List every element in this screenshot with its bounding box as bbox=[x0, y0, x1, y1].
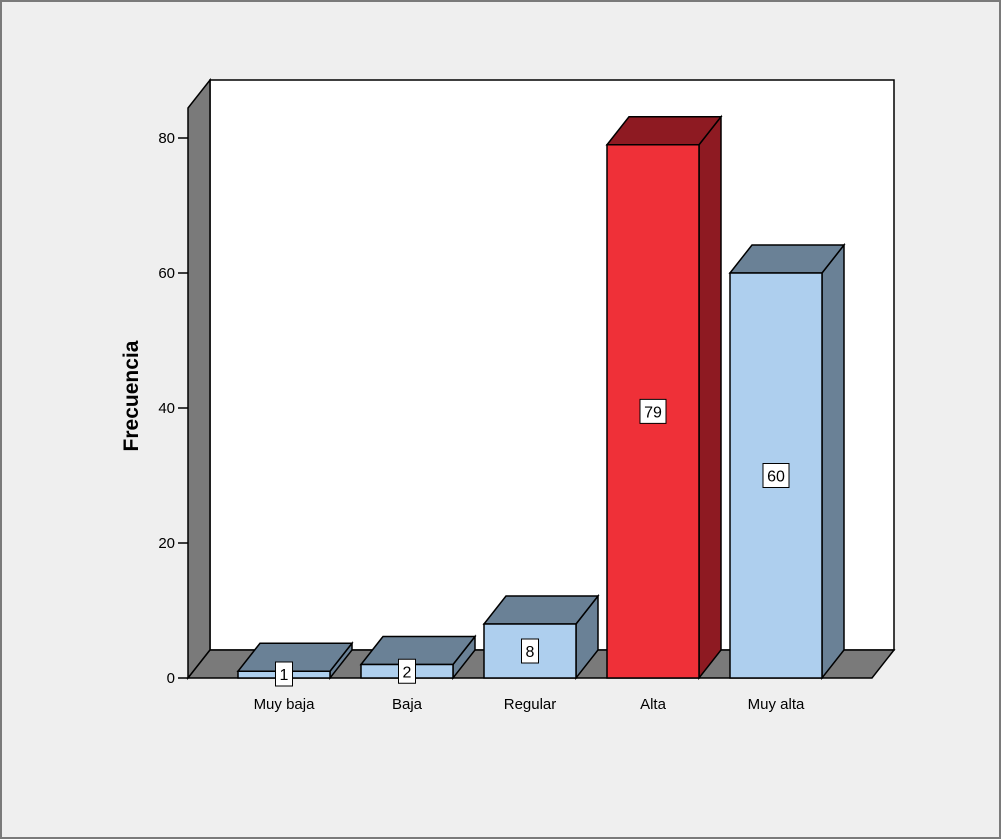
bar bbox=[728, 242, 846, 681]
y-tick-label: 60 bbox=[158, 265, 175, 282]
bar bbox=[359, 634, 477, 681]
data-label-box bbox=[398, 658, 416, 684]
bar-side bbox=[698, 114, 722, 681]
y-tick-label: 0 bbox=[167, 670, 175, 687]
y-axis-title: Frecuencia bbox=[120, 340, 143, 451]
data-label-box bbox=[762, 463, 790, 488]
data-label: 1 bbox=[280, 667, 289, 684]
data-label: 8 bbox=[526, 644, 535, 661]
x-tick-label: Alta bbox=[640, 696, 667, 713]
bar-front bbox=[729, 272, 823, 679]
data-label: 60 bbox=[767, 469, 785, 486]
x-tick-label: Muy alta bbox=[748, 696, 805, 713]
x-tick-label: Regular bbox=[504, 696, 557, 713]
data-label-box bbox=[275, 661, 293, 687]
side-wall bbox=[187, 77, 211, 681]
bar-side bbox=[821, 242, 845, 681]
bar bbox=[605, 114, 723, 681]
data-label: 79 bbox=[644, 404, 662, 421]
data-label-box bbox=[521, 638, 539, 664]
y-tick-label: 40 bbox=[158, 400, 175, 417]
data-label-box bbox=[639, 398, 667, 424]
x-tick-label: Muy baja bbox=[254, 696, 316, 713]
bar bbox=[482, 593, 600, 681]
x-tick-label: Baja bbox=[392, 696, 423, 713]
y-tick-label: 80 bbox=[158, 130, 175, 147]
y-tick-label: 20 bbox=[158, 535, 175, 552]
bar bbox=[236, 641, 354, 681]
data-label: 2 bbox=[403, 664, 412, 681]
